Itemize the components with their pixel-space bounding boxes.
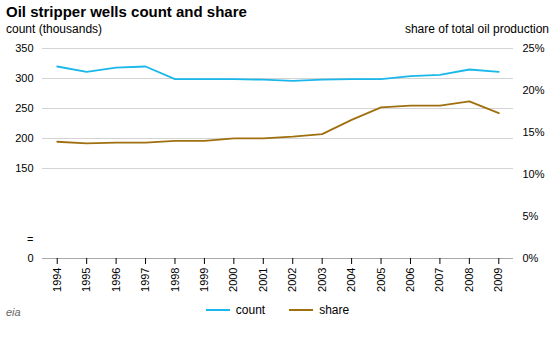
svg-text:2005: 2005 bbox=[375, 268, 387, 292]
svg-text:1997: 1997 bbox=[139, 268, 151, 292]
svg-text:10%: 10% bbox=[523, 168, 545, 180]
svg-text:250: 250 bbox=[15, 102, 33, 114]
svg-text:2007: 2007 bbox=[433, 268, 445, 292]
svg-text:0: 0 bbox=[27, 252, 33, 264]
html-text:eia: eia bbox=[6, 306, 21, 318]
svg-text:2006: 2006 bbox=[404, 268, 416, 292]
svg-text:1995: 1995 bbox=[80, 268, 92, 292]
svg-text:2004: 2004 bbox=[345, 268, 357, 292]
svg-text:2001: 2001 bbox=[257, 268, 269, 292]
svg-text:2000: 2000 bbox=[227, 268, 239, 292]
svg-text:350: 350 bbox=[15, 42, 33, 54]
svg-text:300: 300 bbox=[15, 72, 33, 84]
html-text:count: count bbox=[235, 303, 266, 317]
svg-text:1999: 1999 bbox=[198, 268, 210, 292]
svg-text:1998: 1998 bbox=[168, 268, 180, 292]
svg-text:0%: 0% bbox=[523, 252, 539, 264]
svg-text:2002: 2002 bbox=[286, 268, 298, 292]
svg-text:1996: 1996 bbox=[110, 268, 122, 292]
html-text:count (thousands): count (thousands) bbox=[6, 22, 103, 36]
html-text:share of total oil production: share of total oil production bbox=[404, 22, 549, 36]
svg-text:=: = bbox=[27, 233, 33, 245]
svg-text:150: 150 bbox=[15, 162, 33, 174]
svg-text:2009: 2009 bbox=[492, 268, 504, 292]
svg-text:5%: 5% bbox=[523, 210, 539, 222]
svg-text:200: 200 bbox=[15, 132, 33, 144]
html-text:share: share bbox=[319, 303, 350, 317]
html-text:Oil stripper wells count and s: Oil stripper wells count and share bbox=[6, 3, 247, 20]
svg-text:2003: 2003 bbox=[316, 268, 328, 292]
svg-text:2008: 2008 bbox=[463, 268, 475, 292]
svg-text:1994: 1994 bbox=[51, 268, 63, 292]
svg-text:25%: 25% bbox=[523, 42, 545, 54]
svg-text:20%: 20% bbox=[523, 84, 545, 96]
svg-text:15%: 15% bbox=[523, 126, 545, 138]
